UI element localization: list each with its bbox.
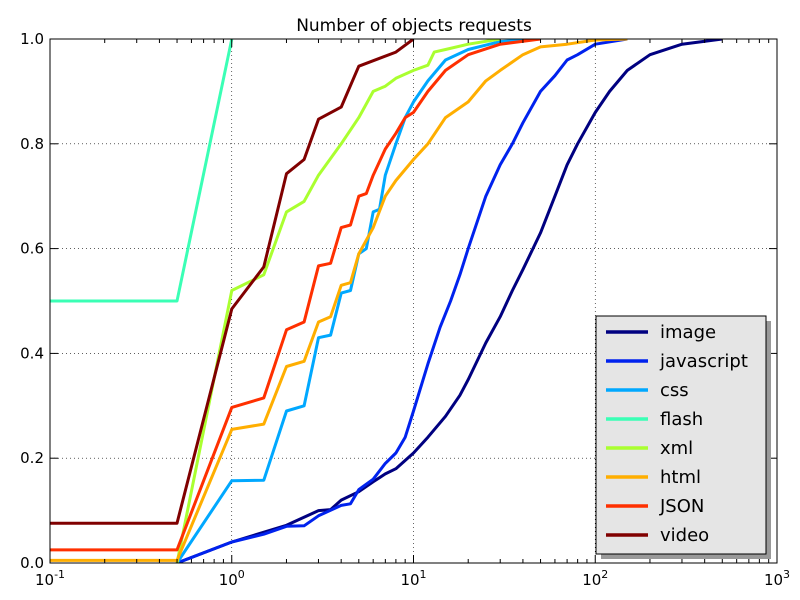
series-line-flash [50, 39, 234, 303]
axis-ticks: 10-1 100 101 102 103 0.0 0.2 0.4 0.6 0.8 1.0 [20, 30, 790, 589]
x-tick-label: 100 [219, 568, 245, 589]
legend-label: xml [660, 438, 693, 459]
series-line-html [50, 39, 628, 562]
legend-label: video [660, 525, 709, 546]
x-tick-label: 102 [582, 568, 608, 589]
chart-title: Number of objects requests [296, 16, 532, 36]
series-line-xml [175, 39, 501, 563]
series-line-css [175, 39, 541, 563]
series-line-json [50, 39, 541, 552]
legend-label: JSON [659, 496, 704, 517]
y-tick-label: 0.4 [20, 344, 44, 362]
series-line-javascript [176, 39, 628, 563]
legend-box [595, 315, 767, 555]
y-tick-label: 0.0 [20, 554, 44, 572]
x-tick-label: 10-1 [35, 568, 65, 589]
series-lines [50, 39, 723, 563]
legend-label: html [660, 467, 701, 488]
grid [50, 39, 777, 563]
legend-label: flash [660, 409, 703, 430]
legend-label: image [660, 322, 716, 343]
y-tick-label: 0.6 [20, 240, 44, 258]
legend: image javascript css flash xml html JSON video [595, 315, 771, 559]
x-tick-label: 103 [764, 568, 790, 589]
series-line-image [176, 39, 723, 563]
legend-label: javascript [659, 351, 748, 372]
series-line-video [50, 39, 415, 525]
y-tick-label: 0.2 [20, 449, 44, 467]
y-tick-label: 0.8 [20, 135, 44, 153]
y-tick-label: 1.0 [20, 30, 44, 48]
legend-label: css [660, 380, 689, 401]
x-tick-label: 101 [400, 568, 426, 589]
